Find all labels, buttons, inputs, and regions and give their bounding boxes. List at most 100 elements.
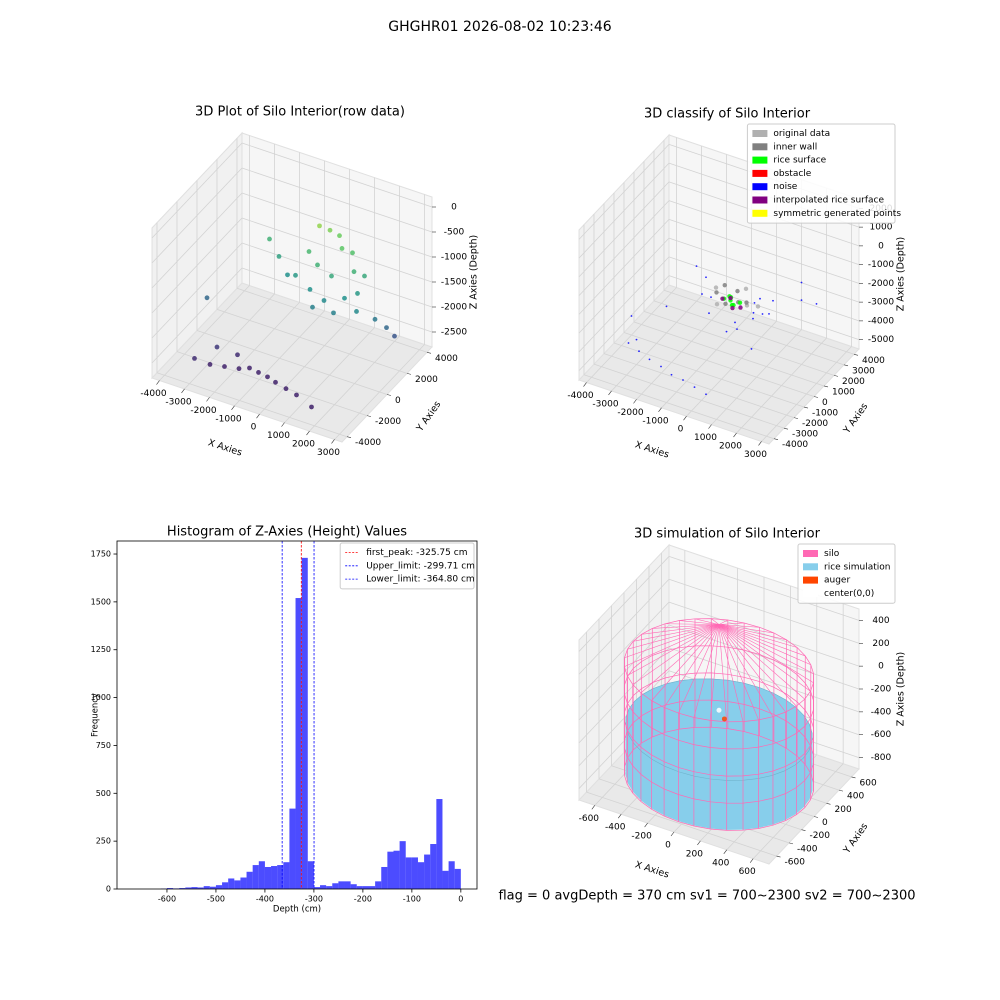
y-tick [346, 436, 352, 439]
x-tick-label: -1000 [642, 416, 668, 426]
grid-line [633, 321, 825, 387]
point [660, 365, 662, 368]
x-tick-label: -3000 [165, 397, 191, 407]
x-tick-label: 200 [686, 849, 703, 859]
legend-label: first_peak: -325.75 cm [366, 548, 467, 558]
legend-label: interpolated rice surface [773, 196, 884, 206]
z-tick-label: 0 [451, 203, 457, 213]
point [744, 300, 749, 305]
z-axis-label: Z Axies (Depth) [469, 235, 480, 309]
x-tick-label: -500 [207, 895, 225, 904]
grid-line [668, 218, 860, 284]
grid-line [593, 363, 785, 429]
x-tick [583, 382, 587, 387]
y-tick [803, 406, 809, 409]
grid-line [578, 237, 670, 334]
y-tick-label: 0 [822, 818, 828, 828]
rice-side [757, 775, 773, 829]
z-tick-label: -2000 [441, 303, 467, 313]
grid-line [578, 256, 670, 353]
x-tick [708, 424, 712, 429]
point [638, 350, 640, 353]
grid-line [151, 142, 243, 239]
point [339, 246, 345, 251]
grid-line [613, 342, 805, 408]
z-axis-label: Z Axies (Depth) [896, 652, 907, 726]
point [716, 707, 722, 713]
silo-roof [718, 624, 814, 683]
legend-label: center(0,0) [824, 589, 874, 599]
silo-roof [652, 624, 720, 629]
bar [185, 887, 192, 889]
y-tick [783, 427, 789, 430]
legend-swatch [803, 563, 818, 571]
x-tick-label: -4000 [567, 391, 593, 401]
subplot-title: 3D classify of Silo Interior [644, 107, 811, 122]
silo-roof [718, 624, 811, 666]
grid-line [653, 300, 845, 366]
grid-line [241, 142, 433, 208]
y-tick-label: 1000 [832, 387, 855, 397]
legend-label: noise [773, 182, 797, 192]
point [743, 286, 749, 292]
grid-line [668, 275, 860, 341]
bar [228, 878, 235, 889]
grid-line [216, 309, 408, 374]
z-axis-label: Z Axies (Depth) [896, 237, 907, 311]
grid-line [151, 267, 243, 364]
bar [283, 862, 290, 889]
grid-line [196, 330, 388, 395]
point [800, 299, 803, 302]
point [720, 296, 725, 301]
y-tick-label: -400 [797, 844, 818, 854]
silo-roof [718, 624, 798, 648]
point [713, 285, 719, 290]
y-tick-label: 1750 [91, 550, 111, 559]
y-tick [838, 789, 844, 792]
bar [179, 888, 186, 889]
x-tick [749, 858, 754, 863]
bar [369, 886, 376, 889]
x-tick-label: 1000 [267, 431, 290, 441]
x-tick-label: -3000 [592, 399, 618, 409]
x-tick [683, 416, 687, 421]
x-tick [733, 432, 737, 438]
x-tick-label: 0 [678, 425, 684, 435]
bar [240, 877, 247, 889]
bar [338, 881, 345, 889]
y-tick-label: 250 [96, 837, 111, 846]
point [207, 362, 213, 367]
point [730, 305, 735, 311]
y-tick [843, 364, 849, 367]
bar [424, 854, 431, 889]
silo-roof [640, 624, 720, 694]
silo-roof [624, 624, 720, 659]
point [722, 282, 727, 288]
y-axis-label: Frequency [91, 693, 101, 737]
point [362, 273, 367, 279]
z-tick-label: -3000 [868, 298, 894, 308]
bar [307, 861, 314, 889]
bar [393, 850, 400, 889]
y-tick-label: 3000 [852, 366, 875, 376]
x-tick [644, 822, 648, 828]
plot-frame [116, 540, 478, 890]
grid-line [668, 556, 860, 621]
point [753, 302, 756, 304]
grid-line [578, 556, 670, 652]
bar [417, 862, 425, 889]
y-tick-label: -2000 [802, 419, 828, 429]
x-tick-label: -300 [305, 895, 323, 904]
z-tick-label: -5000 [868, 335, 894, 345]
rice-side [641, 751, 653, 810]
silo-roof [718, 619, 728, 625]
z-tick-label: -1000 [868, 260, 894, 270]
silo-roof [665, 623, 720, 625]
y-tick-label: 0 [395, 396, 401, 406]
silo-roof [718, 624, 774, 717]
point [351, 269, 357, 275]
grid-line [241, 192, 433, 258]
silo-roof [627, 624, 720, 650]
legend-label: rice surface [773, 156, 826, 166]
point [735, 288, 740, 294]
